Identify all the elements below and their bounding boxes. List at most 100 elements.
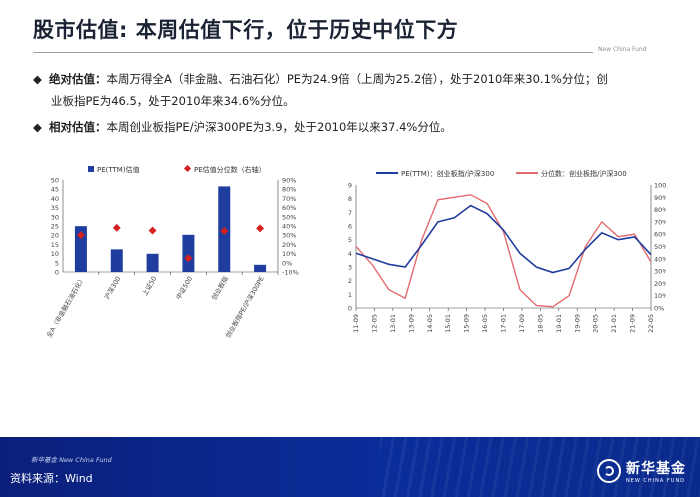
y2-tick-label: 60% xyxy=(282,204,296,212)
y2-tick-label: 80% xyxy=(654,206,666,214)
legend-bar-swatch xyxy=(88,166,94,172)
x-tick-label: 18-05 xyxy=(536,314,544,333)
y2-tick-label: 80% xyxy=(282,186,296,194)
y-tick-label: 5 xyxy=(348,236,352,244)
pe-ratio-line xyxy=(355,204,652,274)
x-tick-label: 上证50 xyxy=(140,275,158,298)
y2-tick-label: 100% xyxy=(654,182,666,190)
y-tick-label: 7 xyxy=(348,209,352,217)
y-tick-label: 1 xyxy=(348,291,352,299)
y2-tick-label: 10% xyxy=(654,292,666,300)
bullet-relative-valuation: ◆ 相对估值：本周创业板指PE/沪深300PE为3.9，处于2010年以来37.4… xyxy=(33,116,673,138)
company-logo: 新华基金 NEW CHINA FUND xyxy=(597,458,686,484)
percentile-marker xyxy=(256,224,265,233)
y2-tick-label: 40% xyxy=(654,255,666,263)
bullet-label: 相对估值： xyxy=(49,120,107,134)
diamond-icon: ◆ xyxy=(33,72,42,86)
x-tick-label: 16-05 xyxy=(481,314,489,333)
bullet-text: 本周创业板指PE/沪深300PE为3.9，处于2010年以来37.4%分位。 xyxy=(106,120,452,134)
logo-subtitle: NEW CHINA FUND xyxy=(626,478,686,484)
y2-tick-label: 0% xyxy=(654,305,664,313)
diamond-icon: ◆ xyxy=(33,120,42,134)
x-tick-label: 17-01 xyxy=(500,314,508,333)
legend-label: PE估值分位数（右轴） xyxy=(194,165,266,174)
data-source: 资料来源：Wind xyxy=(10,472,93,485)
y-tick-label: 2 xyxy=(348,277,352,285)
y-tick-label: 3 xyxy=(348,264,352,272)
logo-name: 新华基金 xyxy=(626,461,686,477)
y2-tick-label: 40% xyxy=(282,223,296,231)
y-tick-label: 25 xyxy=(51,223,59,231)
x-tick-label: 13-01 xyxy=(389,314,397,333)
percentile-marker xyxy=(148,226,157,235)
x-tick-label: 沪深300 xyxy=(102,275,123,302)
pe-valuation-bar-chart: PE(TTM)估值 PE估值分位数（右轴）05101520253035404550… xyxy=(44,164,299,340)
legend-marker-swatch xyxy=(183,164,192,173)
bar xyxy=(254,264,267,272)
y2-tick-label: 20% xyxy=(282,241,296,249)
y2-tick-label: 30% xyxy=(654,268,666,276)
legend-label: 分位数：创业板指/沪深300 xyxy=(541,169,627,178)
y-tick-label: 0 xyxy=(55,269,59,277)
x-tick-label: 20-05 xyxy=(592,314,600,333)
y-tick-label: 30 xyxy=(51,213,59,221)
y2-tick-label: 20% xyxy=(654,280,666,288)
y2-tick-label: 50% xyxy=(654,243,666,251)
bar xyxy=(146,253,159,272)
x-tick-label: 21-09 xyxy=(629,314,637,333)
x-tick-label: 15-01 xyxy=(444,314,452,333)
logo-icon xyxy=(597,459,621,483)
bar xyxy=(110,249,123,272)
x-tick-label: 17-09 xyxy=(518,314,526,333)
y-tick-label: 9 xyxy=(348,182,352,190)
x-tick-label: 全A（非金融石油石化） xyxy=(44,275,87,340)
percentile-marker xyxy=(76,231,85,240)
x-tick-label: 中证500 xyxy=(174,275,195,302)
x-tick-label: 15-09 xyxy=(463,314,471,333)
y2-tick-label: 30% xyxy=(282,232,296,240)
y2-tick-label: 10% xyxy=(282,250,296,258)
x-tick-label: 11-09 xyxy=(352,314,360,333)
header-brand: New China Fund xyxy=(598,46,647,53)
legend-label: PE(TTM)估值 xyxy=(97,165,140,174)
footer-band xyxy=(0,437,700,497)
x-tick-label: 13-09 xyxy=(407,314,415,333)
y2-tick-label: 70% xyxy=(654,218,666,226)
percentile-line xyxy=(355,194,652,308)
footer-brand: 新华基金 New China Fund xyxy=(31,456,112,464)
y-tick-label: 5 xyxy=(55,259,59,267)
page-title: 股市估值: 本周估值下行，位于历史中位下方 xyxy=(33,18,459,42)
bullet-text: 本周万得全A（非金融、石油石化）PE为24.9倍（上周为25.2倍），处于201… xyxy=(106,72,608,86)
y-tick-label: 0 xyxy=(348,305,352,313)
bullet-label: 绝对估值： xyxy=(49,72,107,86)
y2-tick-label: 90% xyxy=(282,177,296,185)
y-tick-label: 15 xyxy=(51,241,59,249)
y2-tick-label: 50% xyxy=(282,213,296,221)
relative-pe-line-chart: PE(TTM)：创业板指/沪深300 分位数：创业板指/沪深300 0 1 2 3 4 5 6 7… xyxy=(348,169,666,333)
y-tick-label: 20 xyxy=(51,232,59,240)
footer-pattern xyxy=(380,437,700,497)
y-tick-label: 10 xyxy=(51,250,59,258)
x-tick-label: 21-01 xyxy=(610,314,618,333)
bar xyxy=(74,226,87,272)
x-tick-label: 12-05 xyxy=(370,314,378,333)
bar xyxy=(182,234,195,272)
bullet-text-cont: 业板指PE为46.5，处于2010年来34.6%分位。 xyxy=(51,94,295,108)
y2-tick-label: -10% xyxy=(282,269,299,277)
y-tick-label: 4 xyxy=(348,250,352,258)
y-tick-label: 8 xyxy=(348,195,352,203)
y-tick-label: 40 xyxy=(51,195,59,203)
y2-tick-label: 90% xyxy=(654,194,666,202)
x-tick-label: 创业板指PE/沪深300PE xyxy=(223,275,266,340)
legend-label: PE(TTM)：创业板指/沪深300 xyxy=(401,169,494,178)
y-tick-label: 35 xyxy=(51,204,59,212)
percentile-marker xyxy=(112,223,121,232)
x-tick-label: 19-09 xyxy=(573,314,581,333)
y2-tick-label: 70% xyxy=(282,195,296,203)
x-tick-label: 22-05 xyxy=(647,314,655,333)
y2-tick-label: 0% xyxy=(282,259,292,267)
x-tick-label: 19-01 xyxy=(555,314,563,333)
x-tick-label: 14-05 xyxy=(426,314,434,333)
y-tick-label: 50 xyxy=(51,177,59,185)
y-tick-label: 6 xyxy=(348,223,352,231)
